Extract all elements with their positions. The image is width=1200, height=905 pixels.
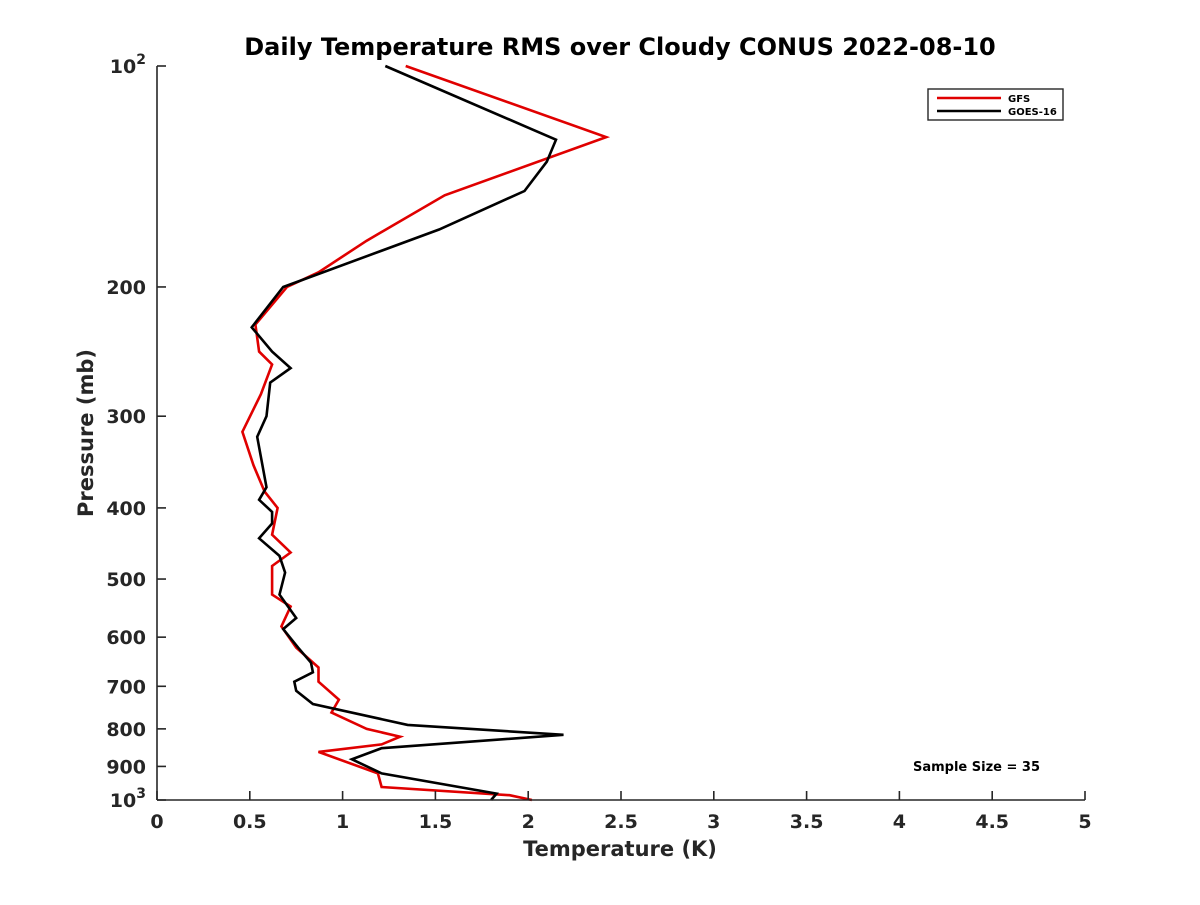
x-tick-label: 4.5 [975,811,1009,833]
x-tick-label: 4 [893,811,906,833]
x-axis-label: Temperature (K) [523,837,717,861]
y-tick-label: 800 [106,719,146,741]
y-tick-label: 400 [106,498,146,520]
x-tick-label: 5 [1078,811,1091,833]
x-tick-label: 0 [150,811,163,833]
x-tick-label: 3 [707,811,720,833]
legend: GFS GOES-16 [927,88,1064,121]
legend-label-gfs: GFS [1008,94,1030,105]
y-tick-label: 103 [110,786,146,812]
chart-title: Daily Temperature RMS over Cloudy CONUS … [244,33,996,61]
series-line-goes-16 [250,64,564,801]
y-tick-label: 300 [106,406,146,428]
series-line-gfs [240,64,611,802]
x-tick-label: 1 [336,811,349,833]
y-tick-label: 900 [106,756,146,778]
axes: 0 0.5 1 1.5 2 2.5 3 3.5 4 4.5 5 102 200 300 400 500 600 7… [106,52,1091,833]
x-tick-label: 2 [522,811,535,833]
x-tick-label: 1.5 [419,811,453,833]
y-tick-label: 102 [110,52,146,78]
plot-lines [240,64,611,802]
x-tick-label: 3.5 [790,811,824,833]
y-tick-label: 700 [106,676,146,698]
x-tick-label: 0.5 [233,811,267,833]
x-tick-label: 2.5 [604,811,638,833]
y-tick-label: 200 [106,277,146,299]
legend-box [927,88,1064,121]
legend-label-goes-16: GOES-16 [1008,107,1057,118]
y-tick-label: 600 [106,627,146,649]
y-axis-label: Pressure (mb) [74,349,98,517]
sample-size-annotation: Sample Size = 35 [913,760,1040,775]
y-tick-label: 500 [106,569,146,591]
